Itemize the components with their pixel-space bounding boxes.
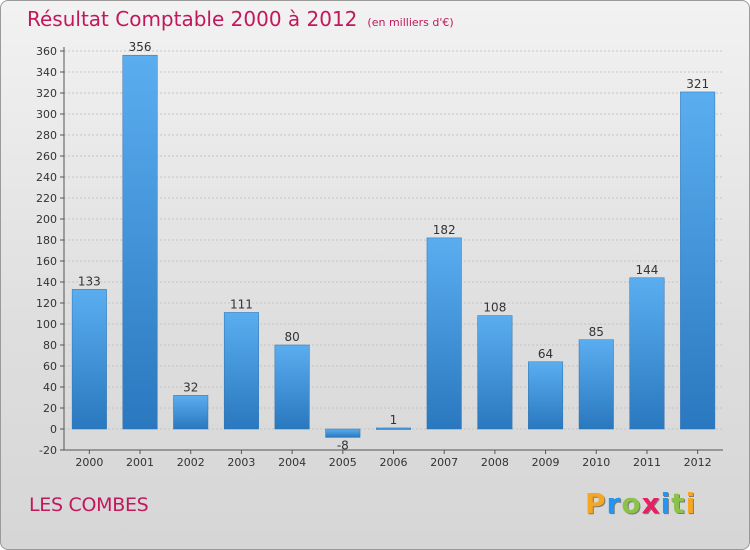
title-row: Résultat Comptable 2000 à 2012 (en millie… — [27, 7, 454, 31]
y-tick-label: 180 — [36, 234, 57, 247]
y-tick-label: -20 — [39, 444, 57, 457]
x-tick-label: 2012 — [684, 456, 712, 469]
logo-letter: t — [671, 487, 686, 520]
y-tick-label: 280 — [36, 129, 57, 142]
x-tick-label: 2000 — [75, 456, 103, 469]
x-tick-label: 2002 — [177, 456, 205, 469]
y-tick-label: 200 — [36, 213, 57, 226]
y-tick-label: 360 — [36, 45, 57, 58]
y-tick-label: 120 — [36, 297, 57, 310]
x-tick-label: 2009 — [532, 456, 560, 469]
bar-value-label: 32 — [183, 380, 198, 394]
y-tick-label: 260 — [36, 150, 57, 163]
bar-value-label: 321 — [686, 77, 709, 91]
y-tick-label: 220 — [36, 192, 57, 205]
bar-value-label: 182 — [433, 223, 456, 237]
bar-value-label: 108 — [483, 301, 506, 315]
y-tick-label: 160 — [36, 255, 57, 268]
bar-value-label: 111 — [230, 297, 253, 311]
y-tick-label: 0 — [50, 423, 57, 436]
bar — [629, 277, 665, 430]
y-tick-label: 80 — [43, 339, 57, 352]
bar-value-label: 64 — [538, 347, 553, 361]
bar-value-label: 85 — [589, 325, 604, 339]
bar-value-label: 80 — [284, 330, 299, 344]
bar-value-label: 356 — [129, 40, 152, 54]
y-axis-ticks: -20 0 20 40 60 80 100 120 140 160 180 200 220 240 260 2… — [36, 45, 64, 457]
y-tick-label: 320 — [36, 87, 57, 100]
x-tick-label: 2007 — [430, 456, 458, 469]
bar — [71, 289, 107, 430]
bar-value-labels: 133 356 32 111 80 -8 1 182 108 64 85 144 321 — [78, 40, 709, 452]
bar-value-label: 144 — [636, 263, 659, 277]
bar — [274, 344, 310, 430]
x-tick-label: 2008 — [481, 456, 509, 469]
y-tick-label: 100 — [36, 318, 57, 331]
logo-letter: i — [685, 487, 697, 520]
bar — [426, 237, 462, 430]
y-tick-label: 300 — [36, 108, 57, 121]
y-tick-label: 40 — [43, 381, 57, 394]
chart-unit: (en milliers d'€) — [367, 16, 454, 29]
x-tick-label: 2001 — [126, 456, 154, 469]
x-tick-label: 2004 — [278, 456, 306, 469]
logo-letter: P — [585, 487, 607, 520]
x-tick-label: 2005 — [329, 456, 357, 469]
grid-lines — [64, 50, 723, 451]
x-tick-label: 2003 — [227, 456, 255, 469]
location-name: LES COMBES — [29, 494, 149, 516]
y-tick-label: 240 — [36, 171, 57, 184]
x-axis-ticks: 2000 2001 2002 2003 2004 2005 2006 2007 2008 2009… — [75, 450, 712, 469]
logo-letter: r — [606, 487, 622, 520]
proxiti-logo: Proxiti — [585, 487, 696, 520]
bar — [528, 361, 564, 430]
y-tick-label: 340 — [36, 66, 57, 79]
bar — [325, 428, 361, 438]
bar — [223, 312, 259, 430]
bar — [122, 54, 158, 430]
x-tick-label: 2010 — [582, 456, 610, 469]
bar-value-label: 133 — [78, 274, 101, 288]
y-tick-label: 60 — [43, 360, 57, 373]
x-tick-label: 2006 — [380, 456, 408, 469]
bars — [71, 54, 716, 438]
logo-letter: o — [621, 487, 642, 520]
logo-letter: x — [641, 487, 661, 520]
bar-value-label: -8 — [337, 438, 349, 452]
bar — [477, 315, 513, 430]
bar — [173, 395, 209, 430]
logo-letter: i — [660, 487, 672, 520]
bar — [680, 91, 716, 430]
chart-title: Résultat Comptable 2000 à 2012 — [27, 7, 358, 31]
bar-value-label: 1 — [390, 413, 398, 427]
x-tick-label: 2011 — [633, 456, 661, 469]
y-tick-label: 20 — [43, 402, 57, 415]
bar — [376, 427, 411, 430]
y-tick-label: 140 — [36, 276, 57, 289]
bar — [578, 339, 614, 430]
